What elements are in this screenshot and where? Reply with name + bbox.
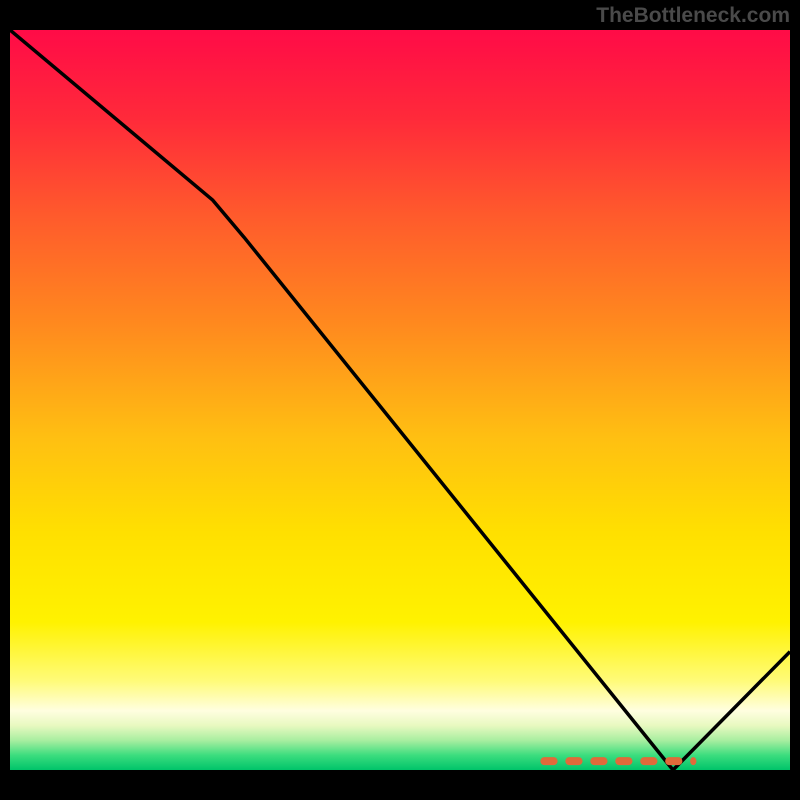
marker-band bbox=[540, 757, 696, 765]
line-chart-svg bbox=[10, 30, 790, 770]
watermark-text: TheBottleneck.com bbox=[596, 4, 790, 28]
chart-line bbox=[10, 30, 790, 770]
plot-area bbox=[10, 30, 790, 770]
